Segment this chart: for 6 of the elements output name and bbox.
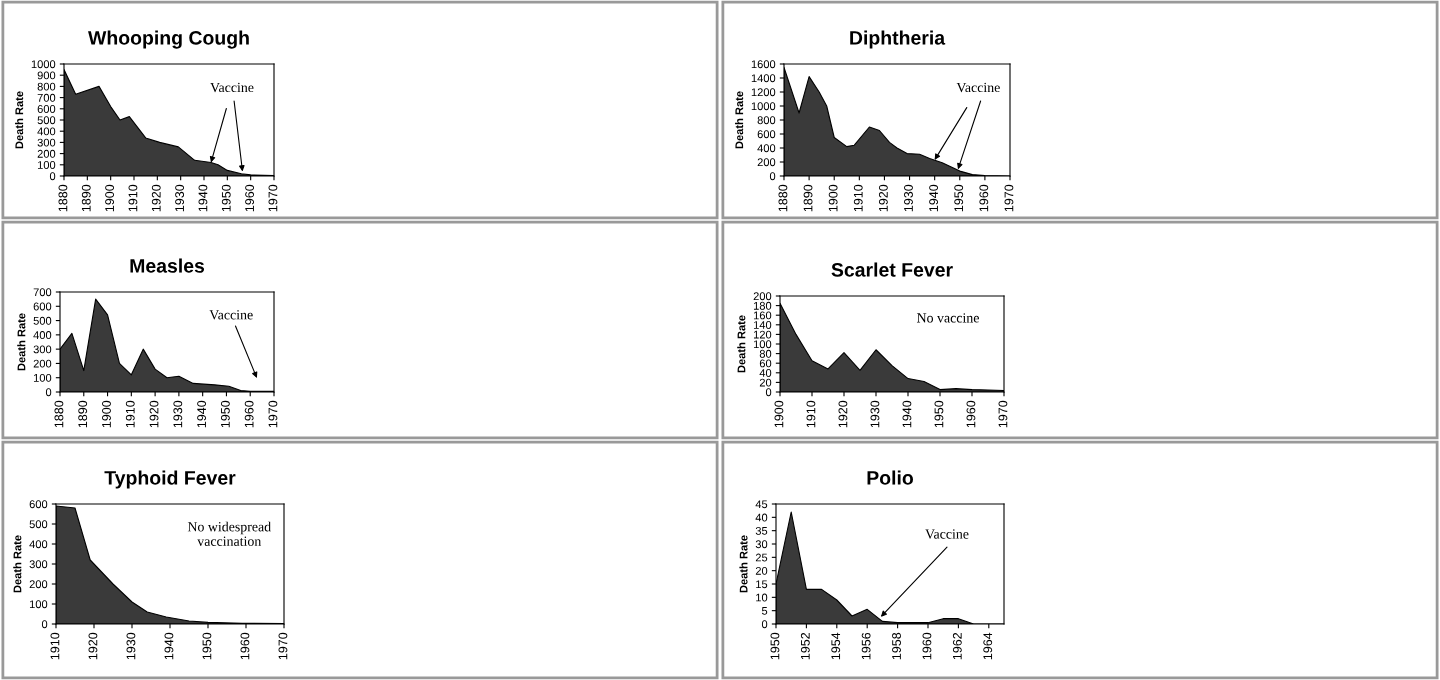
chart-title: Diphtheria (850, 30, 946, 49)
chart-title: Whooping Cough (88, 30, 249, 49)
chart-title: Scarlet Fever (831, 262, 953, 277)
chart-title: Typhoid Fever (104, 470, 236, 489)
chart-title: Polio (867, 470, 913, 485)
chart-title: Measles (130, 258, 205, 273)
